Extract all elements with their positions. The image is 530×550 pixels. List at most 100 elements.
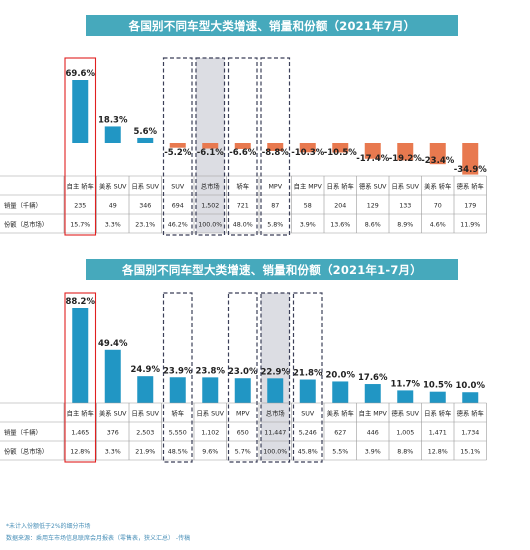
bar-12 xyxy=(462,143,479,175)
cell-1-2: 21.9% xyxy=(135,449,155,456)
category-label-5: MPV xyxy=(236,411,250,418)
bar-12 xyxy=(462,392,479,403)
value-label-0: 69.6% xyxy=(66,69,96,79)
cell-1-0: 12.8% xyxy=(70,449,90,456)
category-label-6: MPV xyxy=(268,184,282,191)
cell-1-12: 15.1% xyxy=(460,449,480,456)
category-label-9: 自主 MPV xyxy=(359,409,388,418)
cell-0-9: 446 xyxy=(367,430,379,437)
cell-0-1: 376 xyxy=(107,430,119,437)
category-label-5: 轿车 xyxy=(236,182,249,191)
bar-5 xyxy=(234,378,251,403)
cell-0-8: 204 xyxy=(334,203,346,210)
cell-1-6: 5.8% xyxy=(267,222,283,229)
footer-note: *未计入份额低于2%的细分市场 xyxy=(6,523,91,530)
cell-0-3: 5,550 xyxy=(169,430,187,437)
category-label-3: 轿车 xyxy=(171,409,184,418)
cell-0-9: 129 xyxy=(367,203,379,210)
chart1-title: 各国别不同车型大类增速、销量和份额（2021年7月） xyxy=(86,15,458,36)
value-label-2: 5.6% xyxy=(133,127,157,137)
category-label-2: 日系 SUV xyxy=(131,182,159,191)
value-label-3: 23.9% xyxy=(163,366,193,376)
category-label-8: 日系 轿车 xyxy=(327,182,354,191)
bar-9 xyxy=(364,384,381,403)
category-label-9: 德系 SUV xyxy=(359,182,387,191)
dashed-highlight-box xyxy=(292,292,323,463)
value-label-9: 17.6% xyxy=(358,373,388,383)
dashed-highlight-box xyxy=(260,57,291,236)
chart1-monthly: 69.6% 18.3% 5.6% -5.2% -6.1% -6.6% -8.8% -10.3%… xyxy=(0,57,487,236)
bar-1 xyxy=(104,349,121,403)
cell-0-2: 2,503 xyxy=(136,430,154,437)
value-label-0: 88.2% xyxy=(66,297,96,307)
cell-1-11: 4.6% xyxy=(430,222,446,229)
cell-0-7: 5,246 xyxy=(299,430,317,437)
cell-0-2: 346 xyxy=(139,203,151,210)
dashed-highlight-box xyxy=(227,57,258,236)
dashed-highlight-box xyxy=(227,292,258,463)
cell-1-5: 48.0% xyxy=(233,222,253,229)
value-label-2: 24.9% xyxy=(131,365,161,375)
bar-6 xyxy=(267,378,284,403)
category-label-8: 美系 轿车 xyxy=(327,409,354,418)
bar-2 xyxy=(137,376,154,403)
value-label-8: 20.0% xyxy=(326,370,356,380)
bar-3 xyxy=(169,377,186,403)
value-label-6: 22.9% xyxy=(261,367,291,377)
cell-1-11: 12.8% xyxy=(428,449,448,456)
category-label-3: SUV xyxy=(171,184,185,191)
cell-0-11: 1,471 xyxy=(429,430,447,437)
category-label-11: 日系 轿车 xyxy=(424,409,451,418)
cell-0-1: 49 xyxy=(109,203,117,210)
bar-9 xyxy=(364,143,381,159)
cell-1-12: 11.9% xyxy=(460,222,480,229)
cell-1-8: 13.6% xyxy=(330,222,350,229)
category-label-0: 自主 轿车 xyxy=(67,182,94,191)
category-label-12: 德系 轿车 xyxy=(457,409,484,418)
cell-0-7: 58 xyxy=(304,203,312,210)
dashed-highlight-box xyxy=(260,292,291,463)
category-label-7: SUV xyxy=(301,411,315,418)
cell-1-4: 100.0% xyxy=(198,222,222,229)
total-market-highlight xyxy=(261,293,290,460)
chart2-ytd: 88.2% 49.4% 24.9% 23.9% 23.8% 23.0% 22.9% 21.8%… xyxy=(0,292,487,463)
cell-1-9: 8.6% xyxy=(365,222,381,229)
category-label-1: 美系 SUV xyxy=(99,409,127,418)
cell-1-10: 8.9% xyxy=(397,222,413,229)
category-label-1: 美系 SUV xyxy=(99,182,127,191)
bar-3 xyxy=(169,143,186,148)
bar-0 xyxy=(72,80,89,143)
cell-0-0: 1,465 xyxy=(71,430,89,437)
value-label-6: -8.8% xyxy=(262,148,290,158)
bar-7 xyxy=(299,379,316,403)
value-label-8: -10.5% xyxy=(324,148,357,158)
category-label-12: 德系 轿车 xyxy=(457,182,484,191)
cell-1-9: 3.9% xyxy=(365,449,381,456)
bar-5 xyxy=(234,143,251,149)
cell-0-12: 179 xyxy=(464,203,476,210)
cell-0-11: 70 xyxy=(434,203,442,210)
value-label-7: 21.8% xyxy=(293,369,323,379)
value-label-4: 23.8% xyxy=(196,366,226,376)
cell-1-8: 5.5% xyxy=(332,449,348,456)
category-label-0: 自主 轿车 xyxy=(67,409,94,418)
value-label-9: -17.4% xyxy=(356,154,389,164)
category-label-4: 日系 SUV xyxy=(196,409,224,418)
value-label-4: -6.1% xyxy=(197,148,225,158)
cell-0-12: 1,734 xyxy=(461,430,479,437)
value-label-12: -34.9% xyxy=(454,165,487,175)
value-label-10: 11.7% xyxy=(391,379,421,389)
value-label-3: -5.2% xyxy=(164,148,192,158)
bar-4 xyxy=(202,143,219,149)
category-label-11: 美系 轿车 xyxy=(424,182,451,191)
cell-0-4: 1,502 xyxy=(201,203,219,210)
value-label-11: -23.4% xyxy=(421,156,454,166)
bar-8 xyxy=(332,381,349,403)
category-label-10: 日系 SUV xyxy=(391,182,419,191)
dashed-highlight-box xyxy=(162,292,193,463)
bar-0 xyxy=(72,308,89,403)
cell-1-1: 3.3% xyxy=(105,222,121,229)
cell-1-6: 100.0% xyxy=(263,449,287,456)
footer-source: 数据来源：乘用车市场信息联席会月报表（零售表，狭义汇总） -传稿 xyxy=(6,535,191,542)
category-label-6: 总市场 xyxy=(266,409,285,418)
